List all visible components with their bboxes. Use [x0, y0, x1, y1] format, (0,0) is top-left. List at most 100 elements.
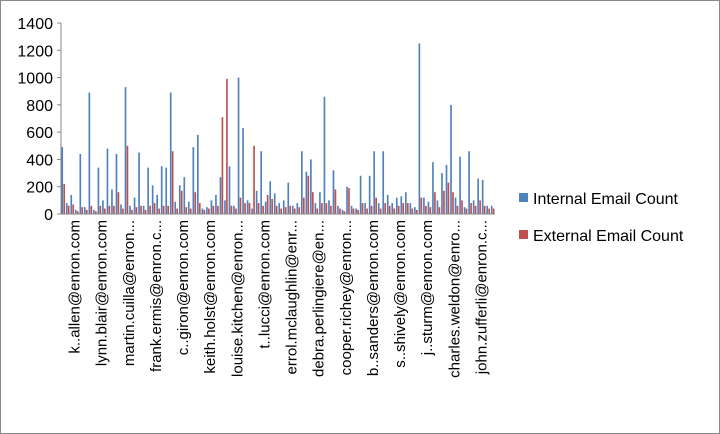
bar-internal — [404, 192, 407, 214]
bar-internal — [441, 173, 443, 214]
bar-internal — [251, 208, 253, 214]
bar-external — [307, 175, 310, 214]
bar-external — [189, 208, 192, 214]
bar-external — [244, 203, 246, 214]
bar-internal — [319, 192, 321, 214]
plot-bars — [61, 43, 495, 215]
bar-external — [321, 203, 323, 214]
bar-internal — [382, 151, 385, 214]
bar-internal — [468, 151, 470, 214]
bar-external — [248, 203, 251, 214]
bar-internal — [215, 194, 217, 214]
bar-external — [397, 205, 400, 214]
x-tick-label: frank.ermis@enron.c... — [148, 220, 165, 372]
bar-internal — [84, 207, 86, 214]
bar-external — [72, 204, 75, 214]
x-tick-label: b..sanders@enron.com — [365, 220, 382, 376]
bar-internal — [264, 201, 267, 214]
bar-internal — [486, 205, 489, 214]
bar-external — [239, 197, 242, 214]
y-axis: 0 200 400 600 800 1000 1200 1400 — [17, 16, 62, 224]
bar-external — [420, 197, 423, 214]
bar-internal — [427, 201, 430, 214]
bar-external — [180, 190, 183, 214]
bar-external — [212, 205, 215, 214]
bar-external — [406, 203, 409, 214]
x-axis: k..allen@enron.com lynn.blair@enron.com ma… — [61, 213, 495, 378]
bar-internal — [111, 189, 113, 214]
bar-internal — [305, 171, 308, 214]
bar-external — [108, 205, 111, 214]
bar-external — [474, 205, 477, 214]
bar-internal — [395, 197, 398, 214]
legend: Internal Email Count External Email Coun… — [519, 191, 684, 245]
bar-internal — [124, 87, 127, 214]
x-tick-label: lynn.blair@enron.com — [94, 220, 111, 366]
bar-external — [280, 208, 283, 214]
bar-external — [266, 194, 269, 214]
bar-internal — [115, 153, 118, 214]
bar-external — [176, 208, 179, 214]
bar-internal — [160, 166, 163, 214]
bar-internal — [332, 170, 335, 214]
x-tick-label: c..giron@enron.com — [175, 220, 192, 355]
bar-internal — [278, 203, 281, 214]
bar-internal — [459, 156, 461, 214]
bar-external — [85, 209, 88, 214]
bar-external — [217, 205, 219, 214]
bar-internal — [377, 203, 380, 214]
bar-external — [153, 203, 156, 214]
bar-external — [198, 203, 201, 214]
bar-external — [289, 205, 292, 214]
x-tick-label: s..shively@enron.com — [392, 220, 409, 368]
y-tick-label: 1200 — [17, 43, 53, 60]
bar-internal — [350, 205, 353, 214]
bar-external — [379, 208, 382, 214]
bar-internal — [481, 179, 484, 214]
bar-external — [366, 208, 368, 214]
bar-external — [76, 211, 79, 214]
bar-external — [194, 192, 197, 214]
x-tick-label: charles.weldon@enro... — [446, 220, 463, 378]
bar-external — [316, 208, 319, 214]
bar-internal — [273, 193, 276, 214]
bar-external — [113, 205, 115, 214]
bar-internal — [237, 77, 240, 214]
bar-external — [104, 208, 106, 214]
bar-internal — [224, 200, 226, 214]
bar-external — [343, 211, 346, 214]
bar-internal — [260, 151, 262, 214]
y-tick-label: 0 — [44, 207, 53, 224]
bar-internal — [233, 205, 235, 214]
bar-internal — [147, 167, 149, 214]
x-tick-label: keith.holst@enron.com — [202, 220, 219, 374]
x-tick-label: k..allen@enron.com — [67, 220, 84, 354]
bar-internal — [287, 182, 290, 214]
bar-internal — [373, 151, 375, 214]
bar-internal — [79, 153, 82, 214]
bar-external — [461, 200, 463, 214]
bar-internal — [454, 197, 457, 214]
bar-internal — [328, 200, 330, 214]
y-tick-label: 800 — [26, 98, 53, 115]
legend-label-external: External Email Count — [533, 228, 684, 245]
bar-internal — [133, 197, 136, 214]
bar-external — [67, 205, 70, 214]
bar-external — [293, 208, 296, 214]
bar-external — [63, 183, 66, 214]
y-tick-label: 600 — [26, 125, 53, 142]
bar-internal — [165, 167, 168, 214]
bar-external — [443, 190, 445, 214]
bar-external — [434, 192, 436, 214]
bar-internal — [359, 175, 362, 214]
bar-external — [302, 197, 305, 214]
bar-internal — [97, 167, 100, 214]
bar-external — [429, 207, 432, 214]
bar-external — [135, 207, 138, 214]
bar-internal — [70, 194, 73, 214]
x-tick-label: t..lucci@enron.com — [256, 220, 273, 349]
bar-internal — [490, 205, 493, 214]
x-tick-label: cooper.richey@enron... — [338, 220, 355, 375]
bar-external — [81, 207, 84, 214]
